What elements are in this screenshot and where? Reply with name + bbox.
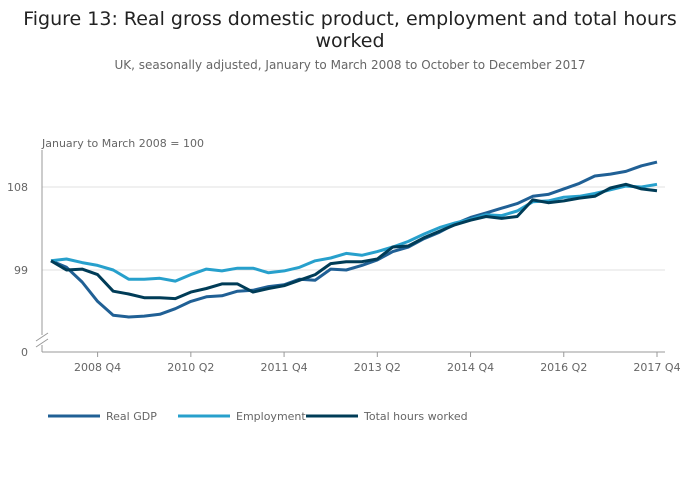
chart-title: Figure 13: Real gross domestic product, …	[23, 8, 677, 52]
chart-subtitle: UK, seasonally adjusted, January to Marc…	[114, 58, 586, 72]
x-tick-label: 2013 Q2	[354, 361, 401, 374]
legend-label: Employment	[236, 410, 306, 423]
series-line-employment	[50, 182, 658, 283]
x-tick-label: 2016 Q2	[540, 361, 587, 374]
y-axis-label: January to March 2008 = 100	[41, 137, 204, 150]
x-tick-label: 2010 Q2	[167, 361, 214, 374]
x-tick-label: 2014 Q4	[447, 361, 494, 374]
axis-break-icon	[35, 332, 49, 348]
x-tick-label: 2011 Q4	[260, 361, 307, 374]
y-tick-label: 108	[7, 181, 28, 194]
legend-label: Real GDP	[106, 410, 157, 423]
series-line-total-hours-worked	[50, 182, 658, 301]
y-tick-label: 0	[21, 346, 28, 359]
x-tick-label: 2017 Q4	[633, 361, 680, 374]
series-line-real-gdp	[50, 160, 658, 319]
legend-label: Total hours worked	[363, 410, 468, 423]
y-tick-label: 99	[14, 264, 28, 277]
x-tick-label: 2008 Q4	[74, 361, 121, 374]
